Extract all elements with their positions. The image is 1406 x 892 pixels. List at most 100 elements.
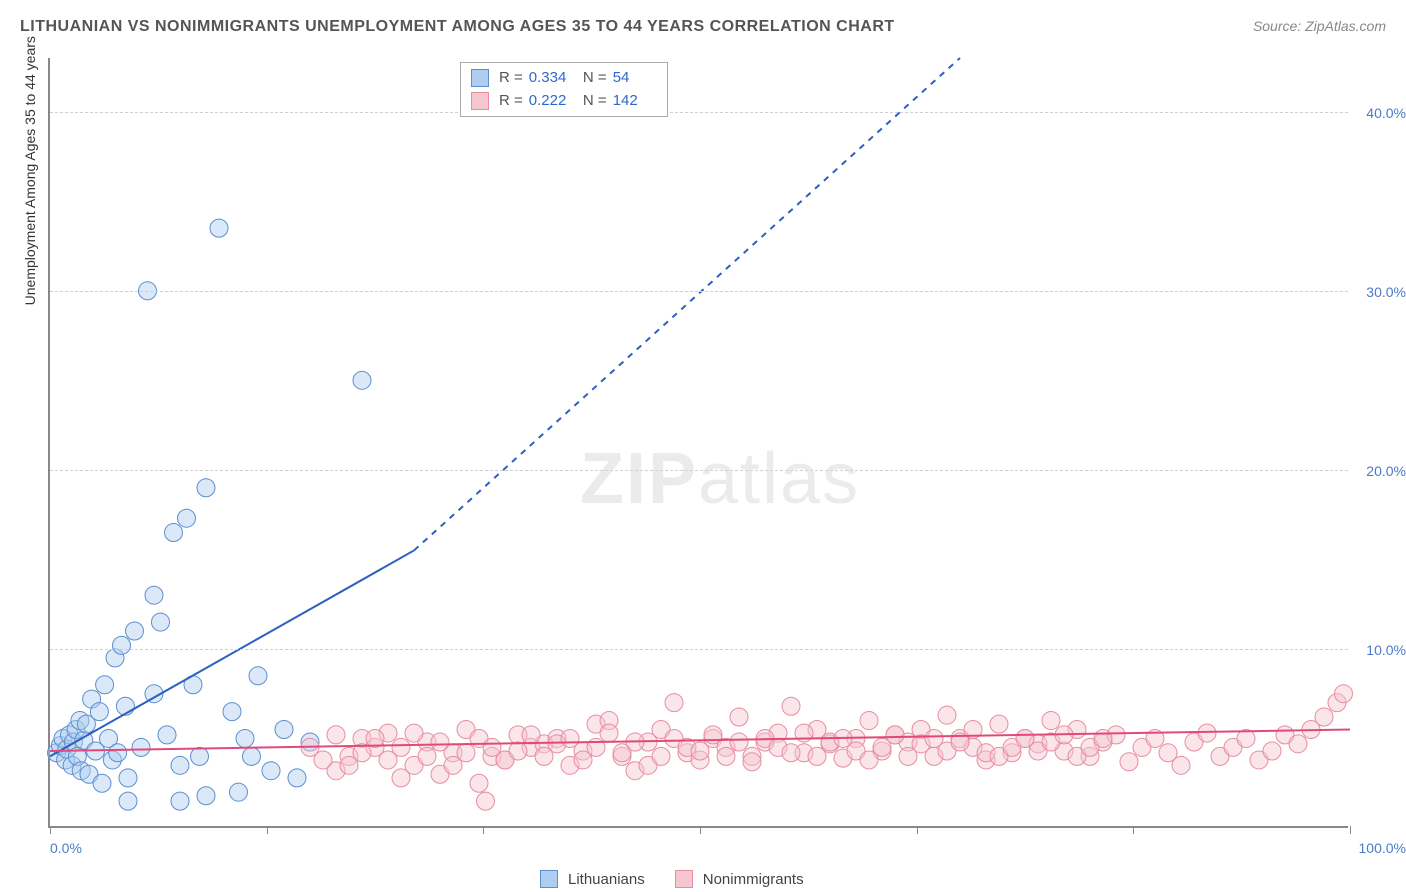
r-value-lithuanians: 0.334 xyxy=(529,67,573,90)
data-point xyxy=(600,724,618,742)
chart-title: LITHUANIAN VS NONIMMIGRANTS UNEMPLOYMENT… xyxy=(20,18,895,36)
r-label: R = xyxy=(499,67,523,90)
data-point xyxy=(152,613,170,631)
data-point xyxy=(275,721,293,739)
data-point xyxy=(171,792,189,810)
data-point xyxy=(457,744,475,762)
swatch-nonimmigrants xyxy=(471,92,489,110)
chart-svg xyxy=(50,58,1348,826)
data-point xyxy=(431,733,449,751)
r-value-nonimmigrants: 0.222 xyxy=(529,90,573,113)
data-point xyxy=(1042,712,1060,730)
stats-legend-box: R = 0.334 N = 54 R = 0.222 N = 142 xyxy=(460,62,668,117)
xtick xyxy=(917,826,918,834)
ytick-label: 40.0% xyxy=(1366,105,1406,121)
legend-swatch-nonimmigrants xyxy=(675,870,693,888)
data-point xyxy=(243,747,261,765)
data-point xyxy=(223,703,241,721)
bottom-legend: Lithuanians Nonimmigrants xyxy=(540,870,804,888)
data-point xyxy=(116,697,134,715)
ytick-label: 10.0% xyxy=(1366,642,1406,658)
data-point xyxy=(470,774,488,792)
legend-item-lithuanians: Lithuanians xyxy=(540,870,645,888)
data-point xyxy=(1289,735,1307,753)
data-point xyxy=(652,747,670,765)
data-point xyxy=(1172,756,1190,774)
data-point xyxy=(990,715,1008,733)
data-point xyxy=(860,712,878,730)
data-point xyxy=(886,726,904,744)
xtick xyxy=(1350,826,1351,834)
gridline-h: 30.0% xyxy=(50,291,1348,292)
trend-line-dashed xyxy=(414,58,960,550)
data-point xyxy=(210,219,228,237)
data-point xyxy=(178,509,196,527)
data-point xyxy=(262,762,280,780)
data-point xyxy=(109,744,127,762)
data-point xyxy=(730,708,748,726)
data-point xyxy=(90,703,108,721)
data-point xyxy=(191,747,209,765)
data-point xyxy=(717,747,735,765)
data-point xyxy=(93,774,111,792)
data-point xyxy=(158,726,176,744)
xtick-label-max: 100.0% xyxy=(1359,840,1406,856)
n-value-nonimmigrants: 142 xyxy=(613,90,657,113)
data-point xyxy=(197,787,215,805)
gridline-h: 10.0% xyxy=(50,649,1348,650)
data-point xyxy=(249,667,267,685)
xtick-label-min: 0.0% xyxy=(50,840,82,856)
data-point xyxy=(561,729,579,747)
swatch-lithuanians xyxy=(471,69,489,87)
gridline-h: 40.0% xyxy=(50,112,1348,113)
legend-swatch-lithuanians xyxy=(540,870,558,888)
trend-line-solid xyxy=(50,550,414,756)
legend-label-nonimmigrants: Nonimmigrants xyxy=(703,871,804,888)
legend-label-lithuanians: Lithuanians xyxy=(568,871,645,888)
data-point xyxy=(119,792,137,810)
data-point xyxy=(165,524,183,542)
data-point xyxy=(522,726,540,744)
data-point xyxy=(314,751,332,769)
data-point xyxy=(1315,708,1333,726)
data-point xyxy=(1094,729,1112,747)
source-attribution: Source: ZipAtlas.com xyxy=(1253,18,1386,34)
data-point xyxy=(509,742,527,760)
data-point xyxy=(743,753,761,771)
n-label: N = xyxy=(579,67,607,90)
plot-area: ZIPatlas 10.0%20.0%30.0%40.0%0.0%100.0% xyxy=(48,58,1348,828)
r-label: R = xyxy=(499,90,523,113)
data-point xyxy=(197,479,215,497)
stats-row-nonimmigrants: R = 0.222 N = 142 xyxy=(471,90,657,113)
data-point xyxy=(145,586,163,604)
data-point xyxy=(171,756,189,774)
data-point xyxy=(808,747,826,765)
data-point xyxy=(477,792,495,810)
data-point xyxy=(691,742,709,760)
stats-row-lithuanians: R = 0.334 N = 54 xyxy=(471,67,657,90)
xtick xyxy=(267,826,268,834)
data-point xyxy=(230,783,248,801)
data-point xyxy=(730,733,748,751)
data-point xyxy=(236,729,254,747)
n-label: N = xyxy=(579,90,607,113)
data-point xyxy=(938,706,956,724)
data-point xyxy=(96,676,114,694)
data-point xyxy=(405,724,423,742)
data-point xyxy=(288,769,306,787)
data-point xyxy=(418,747,436,765)
data-point xyxy=(665,694,683,712)
gridline-h: 20.0% xyxy=(50,470,1348,471)
data-point xyxy=(119,769,137,787)
data-point xyxy=(113,636,131,654)
ytick-label: 30.0% xyxy=(1366,284,1406,300)
xtick xyxy=(483,826,484,834)
data-point xyxy=(1263,742,1281,760)
data-point xyxy=(392,738,410,756)
n-value-lithuanians: 54 xyxy=(613,67,657,90)
legend-item-nonimmigrants: Nonimmigrants xyxy=(675,870,804,888)
data-point xyxy=(1120,753,1138,771)
data-point xyxy=(1198,724,1216,742)
data-point xyxy=(353,371,371,389)
ytick-label: 20.0% xyxy=(1366,463,1406,479)
